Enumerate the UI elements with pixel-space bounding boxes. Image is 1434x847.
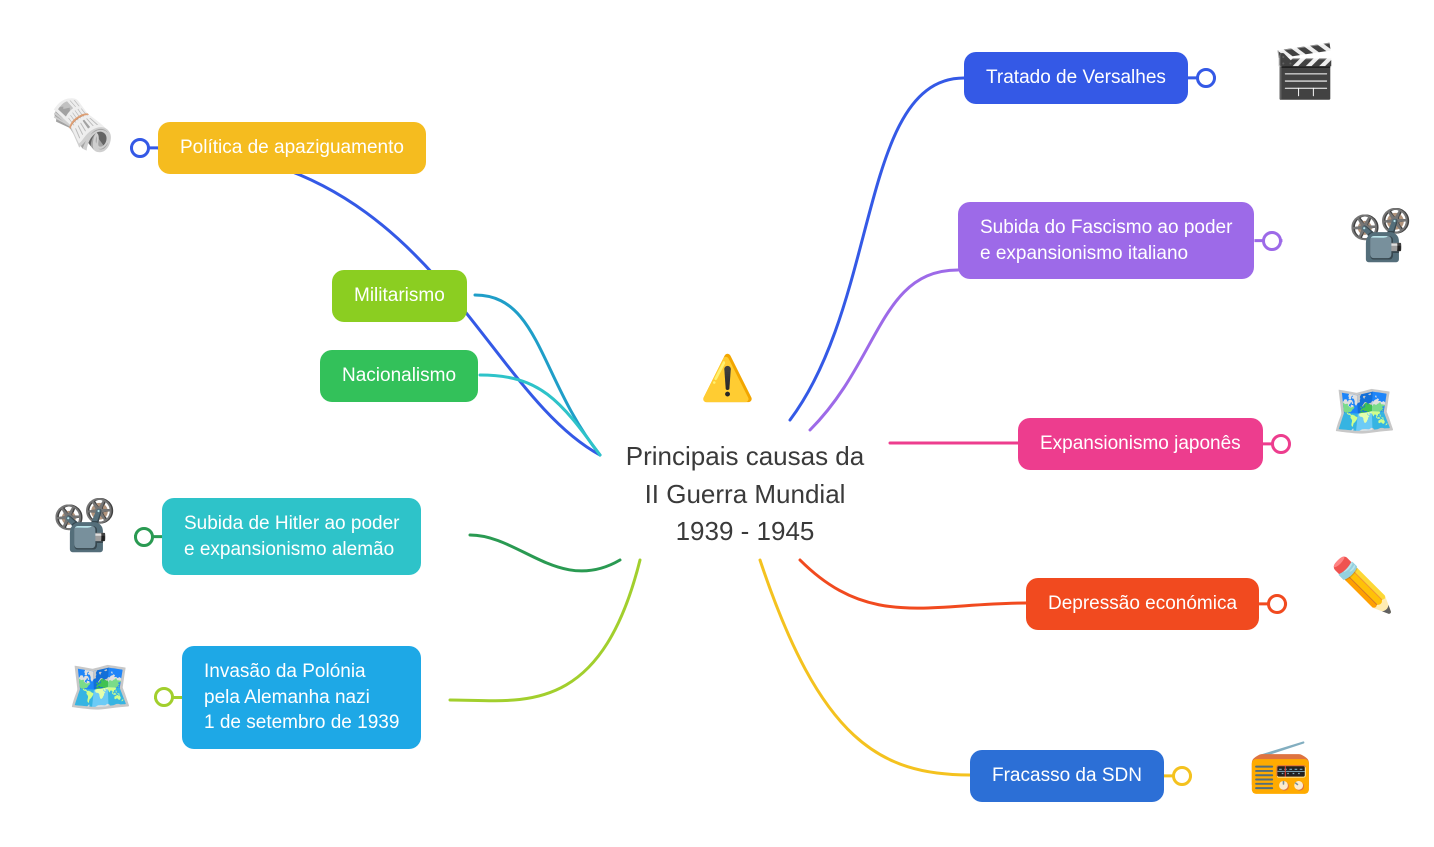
connector-dot-sdn <box>1172 766 1192 786</box>
node-nacionalismo[interactable]: Nacionalismo <box>320 350 478 402</box>
sdn-icon: 📻 <box>1248 740 1313 792</box>
connector-nacionalismo <box>480 375 600 455</box>
versalhes-icon: 🎬 <box>1272 46 1337 98</box>
central-title-line1: Principais causas da <box>600 438 890 476</box>
node-militarismo[interactable]: Militarismo <box>332 270 467 322</box>
node-fascismo[interactable]: Subida do Fascismo ao poder e expansioni… <box>958 202 1254 279</box>
node-apaziguamento[interactable]: Política de apaziguamento <box>158 122 426 174</box>
connector-polonia <box>450 560 640 701</box>
connector-hitler <box>470 535 620 571</box>
node-hitler[interactable]: Subida de Hitler ao poder e expansionism… <box>162 498 421 575</box>
connector-fascismo <box>810 270 958 430</box>
fascismo-icon: 📽️ <box>1348 210 1413 262</box>
node-japones[interactable]: Expansionismo japonês <box>1018 418 1263 470</box>
connector-dot-depressao <box>1267 594 1287 614</box>
central-warning-icon: ⚠️ <box>700 352 755 404</box>
connector-militarismo <box>475 295 600 455</box>
connector-dot-polonia <box>154 687 174 707</box>
node-polonia[interactable]: Invasão da Polónia pela Alemanha nazi 1 … <box>182 646 421 749</box>
connector-dot-japones <box>1271 434 1291 454</box>
connector-dot-versalhes <box>1196 68 1216 88</box>
central-title-line3: 1939 - 1945 <box>600 513 890 551</box>
connector-versalhes <box>790 78 964 420</box>
hitler-icon: 📽️ <box>52 500 117 552</box>
japones-icon: 🗺️ <box>1332 386 1397 438</box>
central-node: Principais causas da II Guerra Mundial 1… <box>600 438 890 551</box>
connector-dot-hitler <box>134 527 154 547</box>
node-depressao[interactable]: Depressão económica <box>1026 578 1259 630</box>
node-sdn[interactable]: Fracasso da SDN <box>970 750 1164 802</box>
central-title-line2: II Guerra Mundial <box>600 476 890 514</box>
connector-dot-apaziguamento <box>130 138 150 158</box>
depressao-icon: ✏️ <box>1330 560 1395 612</box>
polonia-icon: 🗺️ <box>68 662 133 714</box>
connector-depressao <box>800 560 1026 608</box>
connector-dot-fascismo <box>1262 231 1282 251</box>
node-versalhes[interactable]: Tratado de Versalhes <box>964 52 1188 104</box>
connector-sdn <box>760 560 970 775</box>
apaziguamento-icon: 🗞️ <box>50 100 115 152</box>
